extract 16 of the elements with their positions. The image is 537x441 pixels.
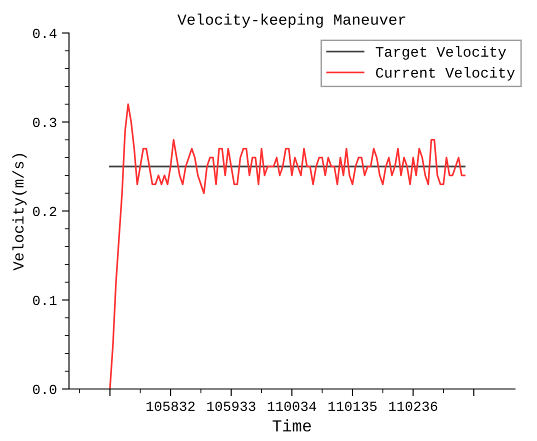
legend-label: Current Velocity: [376, 67, 515, 81]
x-tick-label: 105832: [146, 402, 195, 412]
line-series: [109, 103, 466, 389]
y-tick-label: 0.4: [33, 28, 56, 38]
x-tick-label: 110236: [389, 402, 438, 412]
y-tick-label: 0.0: [33, 384, 56, 394]
y-axis-title: Velocity(m/s): [12, 154, 27, 271]
chart-title: Velocity-keeping Maneuver: [177, 14, 406, 28]
x-tick-label: 110135: [328, 402, 377, 412]
y-tick-label: 0.1: [33, 296, 57, 306]
y-tick-label: 0.2: [33, 206, 56, 216]
legend-label: Target Velocity: [376, 46, 506, 60]
x-axis-title: Time: [272, 419, 311, 432]
x-tick-label: 110034: [268, 402, 316, 412]
y-tick-label: 0.3: [33, 118, 56, 128]
x-tick-label: 105933: [207, 402, 256, 412]
